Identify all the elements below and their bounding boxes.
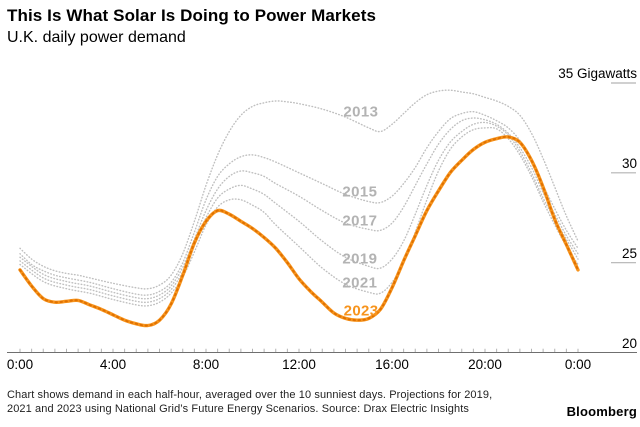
page-title: This Is What Solar Is Doing to Power Mar… [7,6,377,25]
series-label-2019: 2019 [342,250,378,268]
y-axis-label-25: 25 [621,245,637,261]
y-axis-label-30: 30 [621,155,637,171]
y-axis-label-35: 35 Gigawatts [558,65,637,81]
footnote-line-2: 2021 and 2023 using National Grid’s Futu… [7,402,469,415]
footnote-line-1: Chart shows demand in each half-hour, av… [7,389,493,401]
x-axis-label-20: 20:00 [468,357,502,372]
series-line-2023 [18,135,580,328]
series-line-2017 [19,117,579,300]
series-line-2021 [19,126,579,307]
x-axis-label-8: 8:00 [192,357,220,372]
bloomberg-logo: Bloomberg [566,404,637,419]
footnote: Chart shows demand in each half-hour, av… [7,389,492,416]
series-line-2023-texture [19,135,579,327]
series-label-2017: 2017 [342,212,378,230]
series-label-2021: 2021 [342,274,378,292]
series-label-2023: 2023 [343,302,379,320]
x-axis-label-16: 16:00 [375,357,409,372]
series-label-2013: 2013 [343,103,379,121]
x-axis-label-12: 12:00 [282,357,316,372]
series-line-2015 [19,110,579,296]
series-line-2019 [19,121,579,304]
series-label-2015: 2015 [342,183,378,201]
page-subtitle: U.K. daily power demand [7,29,186,46]
y-axis-label-20: 20 [621,335,637,351]
x-axis-label-4: 4:00 [99,357,127,372]
x-axis-label-0: 0:00 [6,357,34,372]
x-axis-label-24: 0:00 [564,357,592,372]
